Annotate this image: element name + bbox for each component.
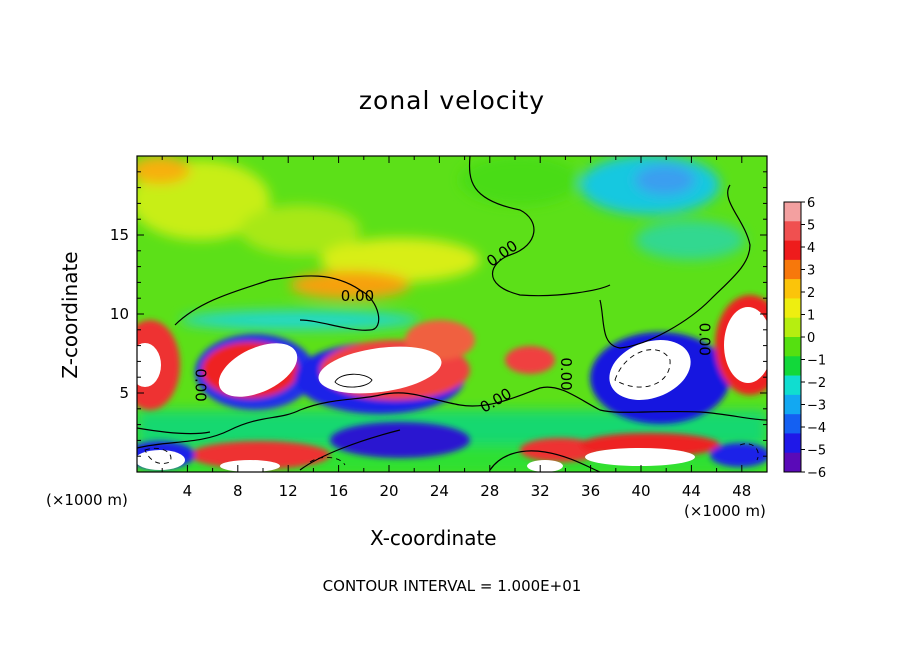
contour-label-5: 0.00 <box>696 323 714 356</box>
y-tick-label-2: 15 <box>110 226 129 244</box>
colorbar-label-11: −5 <box>807 444 826 459</box>
contour-lines <box>137 156 767 472</box>
contour-dashed-0 <box>614 349 671 388</box>
colorbar-label-12: −6 <box>807 466 826 481</box>
x-axis-label: X-coordinate <box>370 526 497 550</box>
contour-line-5 <box>299 429 401 471</box>
colorbar-label-1: 5 <box>807 219 815 234</box>
colorbar-label-0: 6 <box>807 196 815 211</box>
colorbar-label-5: 1 <box>807 309 815 324</box>
contour-label-4: 0.00 <box>557 357 575 390</box>
y-axis-label: Z-coordinate <box>58 251 82 379</box>
colorbar-label-7: −1 <box>807 354 826 369</box>
contour-line-3 <box>599 184 751 349</box>
contour-line-6 <box>489 450 601 472</box>
x-tick-label-5: 24 <box>430 482 449 500</box>
contour-dashed-3 <box>309 457 346 466</box>
colorbar-swatch-12 <box>784 433 801 454</box>
x-axis-ticks: 4 8 12 16 20 24 28 32 36 40 44 48 <box>161 156 751 500</box>
colorbar-label-6: 0 <box>807 331 815 346</box>
colorbar-label-4: 2 <box>807 286 815 301</box>
y-tick-label-1: 10 <box>110 305 129 323</box>
x-axis-unit-right: (×1000 m) <box>684 502 766 520</box>
colorbar-swatch-5 <box>784 298 801 319</box>
colorbar-swatch-8 <box>784 356 801 376</box>
colorbar-swatch-2 <box>784 240 801 261</box>
colorbar-swatch-9 <box>784 375 801 396</box>
colorbar-swatch-0 <box>784 202 801 222</box>
contour-label-3: 0.00 <box>192 368 210 401</box>
colorbar: 6 5 4 3 2 1 0 −1 −2 −3 −4 −5 −6 <box>783 196 826 481</box>
x-axis-unit-left: (×1000 m) <box>46 491 128 509</box>
colorbar-label-9: −3 <box>807 399 826 414</box>
contour-line-4 <box>137 427 211 435</box>
x-tick-label-3: 16 <box>329 482 348 500</box>
colorbar-label-3: 3 <box>807 264 815 279</box>
colorbar-label-2: 4 <box>807 241 815 256</box>
colorbar-label-8: −2 <box>807 376 826 391</box>
colorbar-swatch-10 <box>784 394 801 415</box>
contour-dashed-1 <box>144 447 172 464</box>
colorbar-swatch-4 <box>784 279 801 299</box>
x-tick-label-9: 40 <box>631 482 650 500</box>
velocity-field <box>137 156 767 472</box>
contour-line-2 <box>468 156 611 297</box>
y-tick-label-0: 5 <box>119 384 129 402</box>
y-axis-ticks: 5 10 15 <box>110 171 767 457</box>
contour-line-0 <box>137 386 767 449</box>
contour-label-0: 0.00 <box>341 287 374 305</box>
colorbar-label-10: −4 <box>807 421 826 436</box>
colorbar-swatch-3 <box>784 259 801 280</box>
colorbar-swatch-11 <box>784 414 801 434</box>
x-tick-label-1: 8 <box>233 482 243 500</box>
contour-dashed-2 <box>739 443 759 461</box>
contour-interval-note: CONTOUR INTERVAL = 1.000E+01 <box>322 577 582 595</box>
colorbar-swatch-7 <box>784 337 801 357</box>
contour-closed <box>334 373 373 388</box>
chart-title: zonal velocity <box>358 86 546 115</box>
contour-line-1 <box>174 275 380 331</box>
colorbar-swatch-13 <box>784 452 801 473</box>
x-tick-label-6: 28 <box>480 482 499 500</box>
colorbar-swatch-1 <box>784 221 801 241</box>
x-tick-label-2: 12 <box>279 482 298 500</box>
x-tick-label-7: 32 <box>531 482 550 500</box>
x-tick-label-0: 4 <box>183 482 193 500</box>
x-tick-label-10: 44 <box>682 482 701 500</box>
x-tick-label-4: 20 <box>379 482 398 500</box>
colorbar-swatch-6 <box>784 317 801 338</box>
x-tick-label-11: 48 <box>732 482 751 500</box>
x-tick-label-8: 36 <box>581 482 600 500</box>
